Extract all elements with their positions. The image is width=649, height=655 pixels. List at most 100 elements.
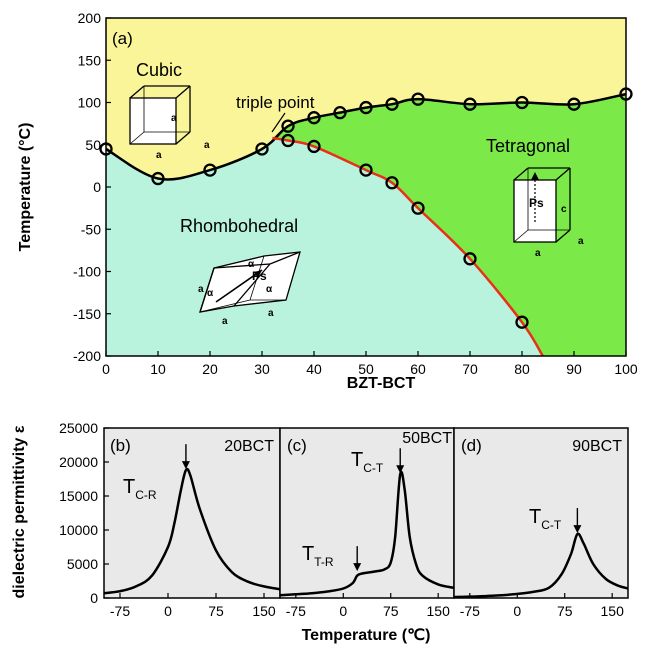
data-point — [307, 111, 321, 125]
x-tick-label: 90 — [566, 361, 582, 377]
data-point — [281, 119, 295, 133]
peak-label-d: TC-T — [529, 506, 562, 532]
x-tick-label: 30 — [254, 361, 270, 377]
data-point — [411, 201, 425, 215]
peak-label-c-ct: TC-T — [351, 449, 384, 475]
x-tick-label: 60 — [410, 361, 426, 377]
x-tick-label: 80 — [514, 361, 530, 377]
composition-label-c: 50BCT — [402, 430, 452, 447]
peak-arrows-c — [353, 448, 405, 572]
rhombohedral-cell-a-bottom: a — [222, 316, 228, 327]
region-label-cubic: Cubic — [136, 60, 182, 80]
panel-d: -75 0 75 150 (d) 90BCT TC-T — [453, 427, 629, 619]
x-tick-label: 75 — [557, 603, 573, 619]
y-tick-label: -200 — [73, 348, 101, 364]
rhombohedral-cell-a-left: a — [198, 284, 204, 295]
x-tick-label: 150 — [601, 603, 625, 619]
panel-c-bg — [280, 428, 454, 598]
data-point — [515, 95, 529, 110]
panel-label-c: (c) — [287, 436, 307, 455]
panel-b-bg — [104, 428, 280, 598]
data-point — [359, 163, 373, 177]
y-axis-label-bottom: dielectric permittivity ε — [11, 425, 28, 598]
x-tick-label: -75 — [286, 603, 306, 619]
data-point — [567, 97, 581, 111]
data-point — [463, 252, 477, 266]
tetragonal-cell-a-depth: a — [578, 236, 584, 247]
rhombohedral-cell-a-right: a — [268, 308, 274, 319]
rhombohedral-cell-icon — [199, 251, 301, 313]
composition-label-d: 90BCT — [572, 438, 622, 455]
x-tick-label: 0 — [102, 361, 110, 377]
data-point — [463, 97, 477, 111]
rhombohedral-tetragonal-line — [272, 136, 544, 357]
y-tick-label: 5000 — [67, 556, 98, 572]
peak-label-c-tr: TT-R — [302, 543, 334, 569]
x-tick-label: 10 — [150, 361, 166, 377]
x-ticks-d: -75 0 75 150 — [460, 593, 624, 619]
y-ticks-a: 200 150 100 50 0 -50 -100 -150 -200 — [73, 10, 111, 364]
data-point — [515, 315, 529, 329]
x-tick-label: 0 — [164, 603, 172, 619]
y-tick-label: 0 — [90, 590, 98, 606]
x-tick-label: 20 — [202, 361, 218, 377]
plot-frame-d — [453, 427, 629, 599]
data-point — [307, 139, 321, 154]
panel-d-bg — [454, 428, 628, 598]
y-tick-label: 20000 — [59, 454, 98, 470]
cubic-cell-a-side: a — [171, 113, 177, 124]
data-point — [151, 171, 165, 186]
x-tick-label: 75 — [383, 603, 399, 619]
x-tick-label: 70 — [462, 361, 478, 377]
x-tick-label: 0 — [339, 603, 347, 619]
x-tick-label: 150 — [427, 603, 451, 619]
x-tick-label: 50 — [358, 361, 374, 377]
data-point — [411, 92, 425, 106]
x-axis-label-bottom: Temperature (℃) — [302, 627, 431, 644]
data-point — [281, 133, 295, 148]
peak-label-b: TC-R — [123, 476, 157, 502]
data-point — [359, 100, 373, 115]
y-axis-label-a: Temperature (°C) — [17, 123, 34, 252]
y-tick-label: 25000 — [59, 420, 98, 436]
tetragonal-region — [272, 94, 626, 356]
rhombohedral-cell-alpha-left: α — [207, 288, 214, 299]
panel-c: -75 0 75 150 (c) 50BCT TC-T TT-R — [279, 427, 455, 619]
y-tick-label: -150 — [73, 306, 101, 322]
data-point — [333, 105, 347, 120]
permittivity-curve-c — [279, 470, 455, 597]
data-points — [99, 87, 633, 329]
y-tick-label: -100 — [73, 264, 101, 280]
composition-label-b: 20BCT — [224, 438, 274, 455]
x-tick-label: 40 — [306, 361, 322, 377]
rhombohedral-cell-alpha-top: α — [248, 259, 255, 270]
x-ticks-c: -75 0 75 150 — [286, 593, 450, 619]
tetragonal-cell-ps: Ps — [529, 196, 544, 210]
y-ticks-b: 25000 20000 15000 10000 5000 0 — [59, 420, 109, 606]
triple-point-pointer — [271, 112, 286, 133]
x-tick-label: -75 — [460, 603, 480, 619]
panel-a: 0 10 20 30 40 50 60 70 80 90 100 200 150 100 50 0 -50 -1… — [17, 10, 638, 392]
x-axis-label-a: BZT-BCT — [347, 375, 416, 392]
panel-label-b: (b) — [110, 436, 131, 455]
rhombohedral-cell-ps: Ps — [252, 269, 267, 283]
cubic-cell-a-bottom: a — [156, 150, 162, 161]
x-tick-label: 150 — [252, 603, 276, 619]
data-point — [203, 163, 217, 177]
y-tick-label: 15000 — [59, 488, 98, 504]
panel-label-a: (a) — [112, 29, 133, 48]
x-tick-label: -75 — [110, 603, 130, 619]
region-label-rhombohedral: Rhombohedral — [180, 216, 298, 236]
y-tick-label: 150 — [78, 52, 102, 68]
tetragonal-cell-a-bottom: a — [535, 248, 541, 259]
rhombohedral-cell-alpha-right: α — [266, 284, 273, 295]
x-tick-label: 75 — [208, 603, 224, 619]
region-label-tetragonal: Tetragonal — [486, 136, 570, 156]
data-point — [255, 142, 269, 156]
y-tick-label: 50 — [85, 137, 101, 153]
tetragonal-cell-icon — [513, 167, 571, 243]
x-tick-label: 0 — [513, 603, 521, 619]
x-ticks-a: 0 10 20 30 40 50 60 70 80 90 100 — [102, 351, 638, 377]
